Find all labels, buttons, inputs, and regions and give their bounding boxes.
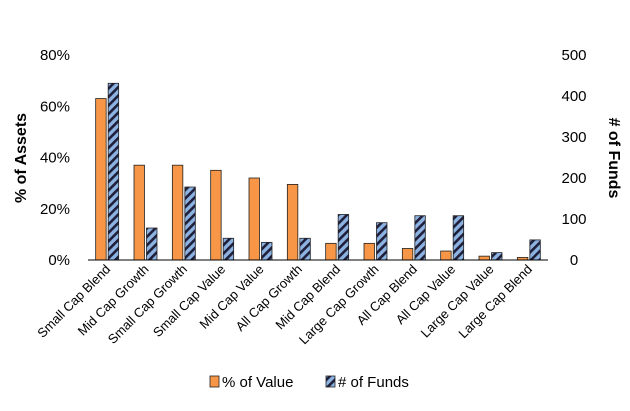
- bar-value: [401, 248, 414, 261]
- bar-funds: [146, 227, 158, 261]
- legend: % of Value # of Funds: [209, 374, 409, 391]
- y-left-tick-label: 20%: [40, 201, 70, 218]
- bar-funds: [452, 215, 465, 261]
- bar-value: [210, 169, 222, 261]
- y-axis-right-ticks: 0 100 200 300 400 500: [561, 47, 586, 269]
- y-axis-left-title: % of Assets: [13, 113, 30, 203]
- y-right-tick-label: 100: [561, 211, 586, 228]
- bar-funds: [491, 252, 503, 261]
- y-left-tick-label: 80%: [40, 47, 70, 64]
- y-left-tick-label: 40%: [40, 150, 70, 167]
- bar-value: [133, 164, 145, 261]
- y-right-tick-label: 500: [561, 47, 586, 64]
- legend-label-funds: # of Funds: [338, 374, 409, 391]
- bar-funds: [184, 186, 196, 261]
- bar-value: [248, 177, 260, 261]
- bar-value: [95, 98, 107, 261]
- bar-funds: [376, 222, 388, 261]
- y-axis-left-ticks: 0% 20% 40% 60% 80%: [40, 47, 70, 269]
- bar-funds: [529, 239, 541, 261]
- bar-value: [171, 164, 184, 261]
- y-right-tick-label: 0: [570, 252, 578, 269]
- bar-funds: [107, 82, 120, 261]
- category-label: All Cap Growth: [233, 262, 305, 334]
- bar-funds: [414, 215, 426, 261]
- bar-funds: [261, 241, 273, 261]
- bar-funds: [222, 237, 235, 261]
- legend-swatch-value: [209, 375, 220, 388]
- y-left-tick-label: 60%: [40, 98, 70, 115]
- bar-value: [363, 242, 375, 261]
- y-right-tick-label: 300: [561, 129, 586, 146]
- bar-value: [440, 250, 452, 261]
- legend-swatch-funds: [325, 375, 336, 388]
- bar-funds: [299, 237, 311, 261]
- bars: [95, 82, 541, 261]
- bar-funds: [337, 214, 350, 261]
- y-right-tick-label: 200: [561, 170, 586, 187]
- bar-value: [478, 255, 490, 261]
- bar-value: [286, 184, 299, 261]
- y-axis-right-title: # of Funds: [605, 118, 622, 199]
- legend-label-value: % of Value: [222, 374, 293, 391]
- bar-value: [325, 242, 337, 261]
- y-right-tick-label: 400: [561, 88, 586, 105]
- y-left-tick-label: 0%: [48, 252, 70, 269]
